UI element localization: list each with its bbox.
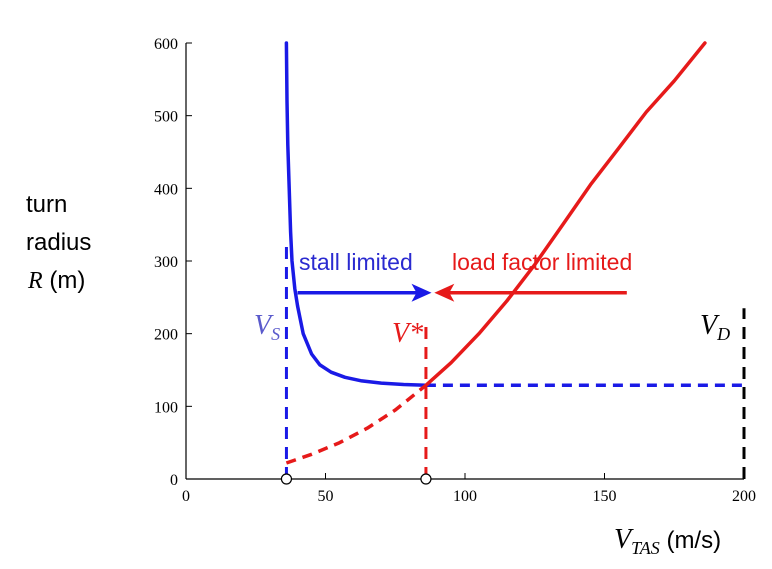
series-stall_solid [284, 41, 428, 388]
series-load_dashed [285, 383, 427, 465]
y-tick-label-0: 0 [170, 472, 178, 489]
y-tick-label-200: 200 [154, 327, 178, 344]
x-tick-label-100: 100 [453, 488, 477, 505]
vd-label: VD [700, 310, 730, 344]
y-tick-label-100: 100 [154, 399, 178, 416]
x-marker-1 [420, 473, 432, 485]
y-axis-title-line1: turn [26, 191, 67, 218]
stall-limited-label: stall limited [299, 249, 413, 275]
y-axis-title-line3: R (m) [27, 267, 85, 294]
x-tick-label-0: 0 [182, 488, 190, 505]
y-axis-title-line2: radius [26, 229, 91, 256]
x-tick-label-150: 150 [593, 488, 617, 505]
vs-label: VS [254, 310, 280, 344]
y-tick-label-300: 300 [154, 254, 178, 271]
load-arrow-head [434, 283, 455, 302]
vstar-label: V* [392, 318, 423, 349]
y-tick-label-500: 500 [154, 109, 178, 126]
x-axis-title: VTAS (m/s) [614, 524, 721, 558]
stall-arrow-head [411, 283, 432, 302]
y-tick-label-600: 600 [154, 36, 178, 53]
series-layer [280, 41, 746, 485]
series-load_solid [424, 41, 707, 388]
x-tick-label-200: 200 [732, 488, 756, 505]
load-factor-limited-label: load factor limited [452, 249, 632, 275]
axes-layer: 0 50 100 150 200 0 100 200 300 400 500 600 [154, 36, 756, 505]
annotation-layer: turn radius R (m) VTAS (m/s) VS V* VD st… [26, 191, 730, 558]
x-marker-0 [280, 473, 293, 485]
y-tick-label-400: 400 [154, 181, 178, 198]
x-tick-label-50: 50 [318, 488, 334, 505]
